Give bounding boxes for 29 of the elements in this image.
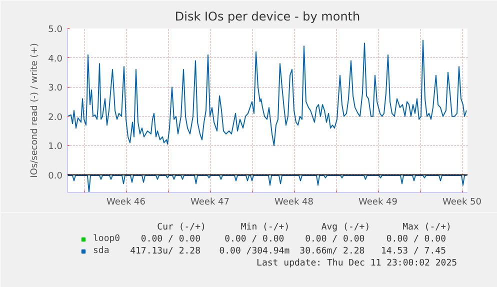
text: 30.66m/ 2.28 [300, 246, 365, 256]
y-tick-label: 5.0 [48, 25, 63, 35]
text: 0.00 /304.94m [219, 246, 290, 256]
text: Min (-/+) [240, 222, 290, 232]
legend-label: loop0 [93, 233, 120, 245]
text: 0.00 / 0.00 [140, 234, 201, 244]
text: Max (-/+) [402, 222, 452, 232]
text: 0.00 / 0.00 [305, 234, 365, 244]
line-series [68, 40, 467, 146]
x-tick-label: Week 50 [442, 198, 482, 208]
y-axis-title: IOs/second read (-) / write (+) [30, 43, 40, 178]
legend-label: sda [93, 245, 110, 257]
x-tick-label: Week 47 [190, 198, 230, 208]
y-tick-label: 3.0 [48, 84, 63, 94]
y-tick-label: 2.0 [48, 112, 63, 123]
x-tick-label: Week 48 [274, 198, 314, 208]
text: Cur (-/+) [157, 222, 206, 232]
chart-title: Disk IOs per device - by month [174, 10, 360, 24]
y-tick-label: 4.0 [48, 54, 63, 64]
y-tick-label: 1.0 [48, 142, 63, 152]
text: 0.00 / 0.00 [386, 234, 446, 244]
text: 14.53 / 7.45 [380, 246, 446, 256]
y-tick-label: 0.0 [48, 171, 63, 182]
text: 417.13u/ 2.28 [130, 246, 201, 256]
x-tick-label: Week 49 [358, 198, 398, 208]
x-tick-label: Week 46 [106, 198, 146, 208]
text: Avg (-/+) [321, 222, 370, 232]
text: 0.00 / 0.00 [224, 234, 284, 244]
text: Last update: Thu Dec 11 23:00:02 2025 [256, 258, 458, 268]
